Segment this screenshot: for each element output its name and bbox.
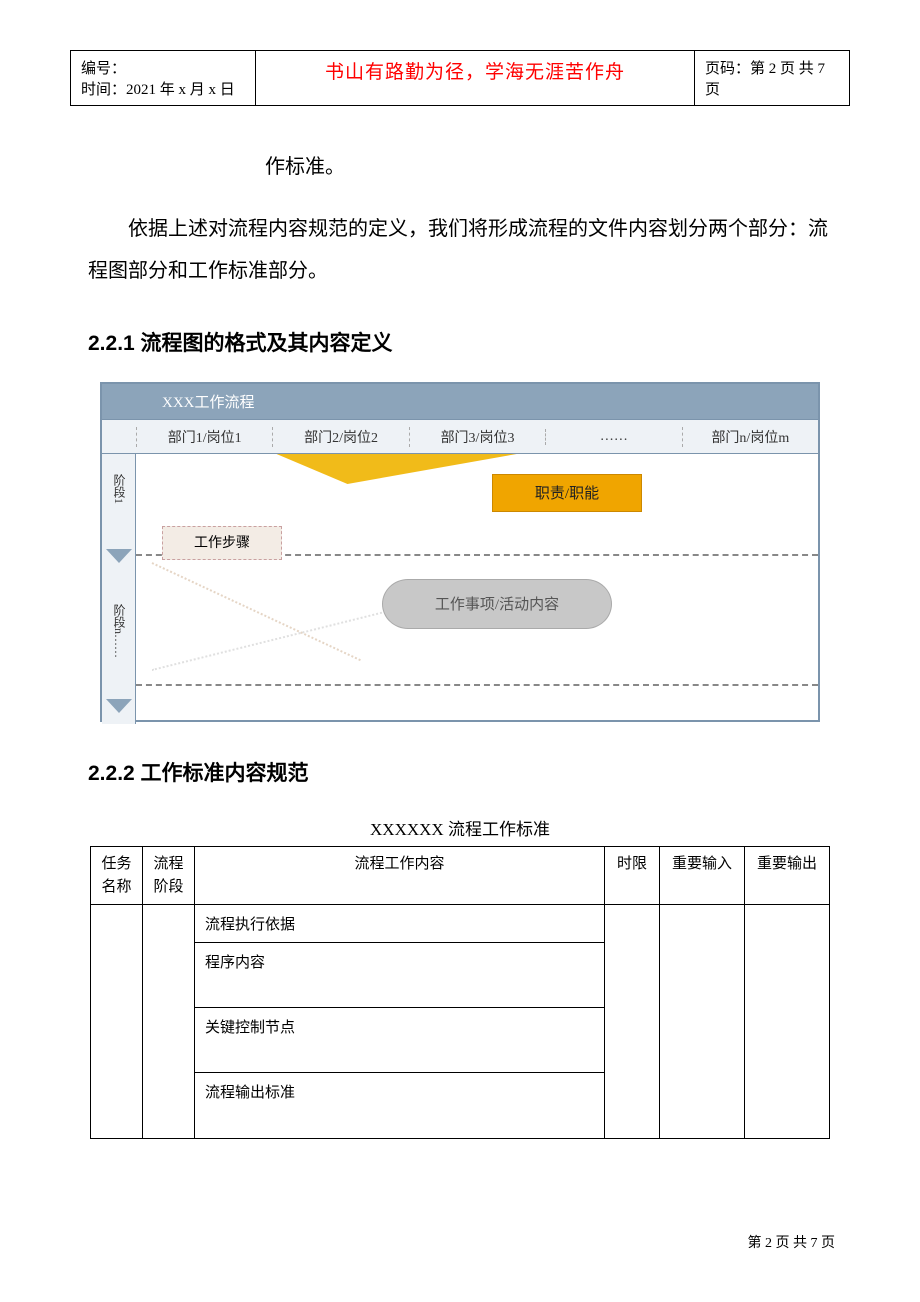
th-input: 重要输入 — [660, 847, 745, 905]
th-content: 流程工作内容 — [195, 847, 605, 905]
content-subrow: 程序内容 — [195, 943, 604, 1008]
section-221-heading: 2.2.1 流程图的格式及其内容定义 — [88, 327, 850, 357]
callout-shape — [277, 454, 528, 484]
body-paragraph-1: 依据上述对流程内容规范的定义，我们将形成流程的文件内容划分两个部分：流程图部分和… — [88, 208, 832, 292]
phase-n-label: 阶段n…… — [111, 604, 128, 658]
phase-1-label: 阶段1 — [111, 474, 128, 504]
th-task: 任务名称 — [91, 847, 143, 905]
flow-col-3: 部门3/岗位3 — [409, 427, 545, 447]
cell-content: 流程执行依据 程序内容 关键控制节点 流程输出标准 — [195, 905, 605, 1139]
flowchart-body: 阶段1 阶段n…… 工作步骤 职责/职能 工作事项/活动内容 — [102, 454, 818, 724]
phase-arrow-icon — [106, 549, 132, 563]
standards-table: 任务名称 流程阶段 流程工作内容 时限 重要输入 重要输出 流程执行依据 程序内… — [90, 846, 830, 1139]
cell-output — [745, 905, 830, 1139]
page-footer: 第 2 页 共 7 页 — [748, 1232, 836, 1252]
th-phase: 流程阶段 — [143, 847, 195, 905]
flow-col-n: 部门n/岗位m — [682, 427, 818, 447]
cell-limit — [605, 905, 660, 1139]
document-header: 编号： 时间：2021 年 x 月 x 日 书山有路勤为径，学海无涯苦作舟 页码… — [70, 50, 850, 106]
serial-label: 编号： — [81, 57, 245, 78]
flow-col-ellipsis: …… — [545, 429, 681, 445]
continuation-line: 作标准。 — [265, 146, 832, 188]
th-output: 重要输出 — [745, 847, 830, 905]
connector-line — [152, 562, 361, 661]
workstep-box: 工作步骤 — [162, 526, 282, 560]
content-subrow: 流程输出标准 — [195, 1073, 604, 1138]
activity-oval: 工作事项/活动内容 — [382, 579, 612, 629]
section-222-heading: 2.2.2 工作标准内容规范 — [88, 757, 850, 787]
header-left-cell: 编号： 时间：2021 年 x 月 x 日 — [71, 51, 256, 106]
date-line: 时间：2021 年 x 月 x 日 — [81, 78, 245, 99]
flowchart-phase-sidebar: 阶段1 阶段n…… — [102, 454, 136, 724]
flowchart-column-headers: 部门1/岗位1 部门2/岗位2 部门3/岗位3 …… 部门n/岗位m — [102, 420, 818, 454]
divider-dashed — [136, 684, 818, 686]
flow-col-1: 部门1/岗位1 — [136, 427, 272, 447]
cell-phase — [143, 905, 195, 1139]
flowchart-diagram: XXX工作流程 部门1/岗位1 部门2/岗位2 部门3/岗位3 …… 部门n/岗… — [100, 382, 820, 722]
content-subrow: 流程执行依据 — [195, 905, 604, 943]
phase-arrow-icon — [106, 699, 132, 713]
flowchart-title: XXX工作流程 — [102, 384, 818, 420]
header-page-cell: 页码：第 2 页 共 7 页 — [695, 51, 850, 106]
cell-input — [660, 905, 745, 1139]
responsibility-box: 职责/职能 — [492, 474, 642, 512]
standards-data-row: 流程执行依据 程序内容 关键控制节点 流程输出标准 — [91, 905, 830, 1139]
content-subrow: 关键控制节点 — [195, 1008, 604, 1073]
header-quote-cell: 书山有路勤为径，学海无涯苦作舟 — [256, 51, 695, 106]
th-limit: 时限 — [605, 847, 660, 905]
standards-header-row: 任务名称 流程阶段 流程工作内容 时限 重要输入 重要输出 — [91, 847, 830, 905]
flow-col-2: 部门2/岗位2 — [272, 427, 408, 447]
standards-table-caption: XXXXXX 流程工作标准 — [70, 815, 850, 840]
cell-task — [91, 905, 143, 1139]
header-quote: 书山有路勤为径，学海无涯苦作舟 — [325, 62, 625, 83]
